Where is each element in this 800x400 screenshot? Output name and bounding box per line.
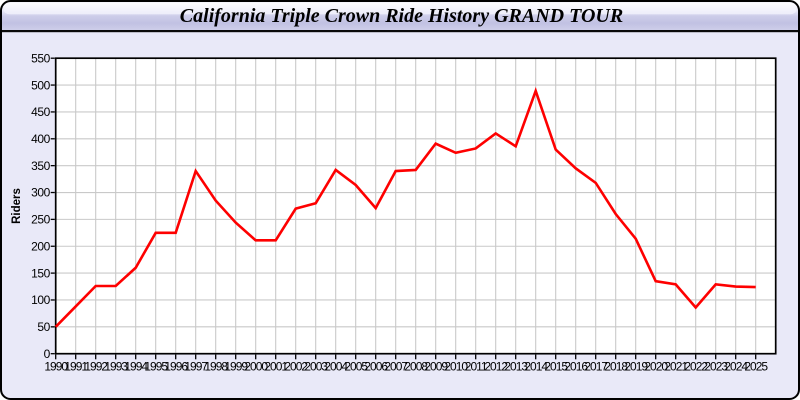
svg-text:2014: 2014 — [524, 359, 548, 373]
svg-text:100: 100 — [31, 293, 50, 307]
svg-text:2011: 2011 — [465, 359, 488, 373]
svg-text:2015: 2015 — [544, 359, 568, 373]
svg-text:0: 0 — [44, 347, 51, 361]
svg-text:350: 350 — [31, 159, 50, 173]
svg-text:2005: 2005 — [344, 359, 368, 373]
svg-text:2001: 2001 — [264, 359, 288, 373]
svg-text:1992: 1992 — [84, 359, 108, 373]
svg-text:50: 50 — [37, 320, 50, 334]
svg-text:2002: 2002 — [284, 359, 308, 373]
svg-text:1991: 1991 — [64, 359, 88, 373]
svg-text:2024: 2024 — [724, 359, 748, 373]
svg-text:2013: 2013 — [504, 359, 528, 373]
svg-text:2009: 2009 — [424, 359, 448, 373]
svg-text:2025: 2025 — [744, 359, 768, 373]
svg-text:2000: 2000 — [244, 359, 268, 373]
svg-text:1990: 1990 — [44, 359, 68, 373]
svg-text:1997: 1997 — [184, 359, 208, 373]
svg-text:2022: 2022 — [684, 359, 708, 373]
svg-text:250: 250 — [31, 213, 50, 227]
svg-text:2023: 2023 — [704, 359, 728, 373]
svg-text:550: 550 — [31, 51, 50, 65]
svg-text:Riders: Riders — [11, 188, 23, 224]
svg-text:500: 500 — [31, 78, 50, 92]
svg-text:2006: 2006 — [364, 359, 388, 373]
svg-text:2007: 2007 — [384, 359, 408, 373]
svg-text:2019: 2019 — [624, 359, 648, 373]
svg-text:1994: 1994 — [124, 359, 148, 373]
svg-text:1995: 1995 — [144, 359, 168, 373]
svg-text:1996: 1996 — [164, 359, 188, 373]
svg-text:2010: 2010 — [444, 359, 468, 373]
svg-text:2003: 2003 — [304, 359, 328, 373]
svg-text:450: 450 — [31, 105, 50, 119]
svg-text:1999: 1999 — [224, 359, 248, 373]
svg-text:2008: 2008 — [404, 359, 428, 373]
svg-text:2004: 2004 — [324, 359, 348, 373]
svg-text:1993: 1993 — [104, 359, 128, 373]
svg-text:1998: 1998 — [204, 359, 228, 373]
svg-text:California Triple Crown Ride H: California Triple Crown Ride History GRA… — [180, 5, 623, 27]
svg-text:2018: 2018 — [604, 359, 628, 373]
svg-text:200: 200 — [31, 239, 50, 253]
svg-text:2016: 2016 — [564, 359, 588, 373]
svg-text:2020: 2020 — [644, 359, 668, 373]
svg-text:400: 400 — [31, 132, 50, 146]
svg-text:2021: 2021 — [664, 359, 688, 373]
svg-text:300: 300 — [31, 186, 50, 200]
svg-text:2017: 2017 — [584, 359, 608, 373]
svg-text:150: 150 — [31, 266, 50, 280]
svg-text:2012: 2012 — [484, 359, 508, 373]
